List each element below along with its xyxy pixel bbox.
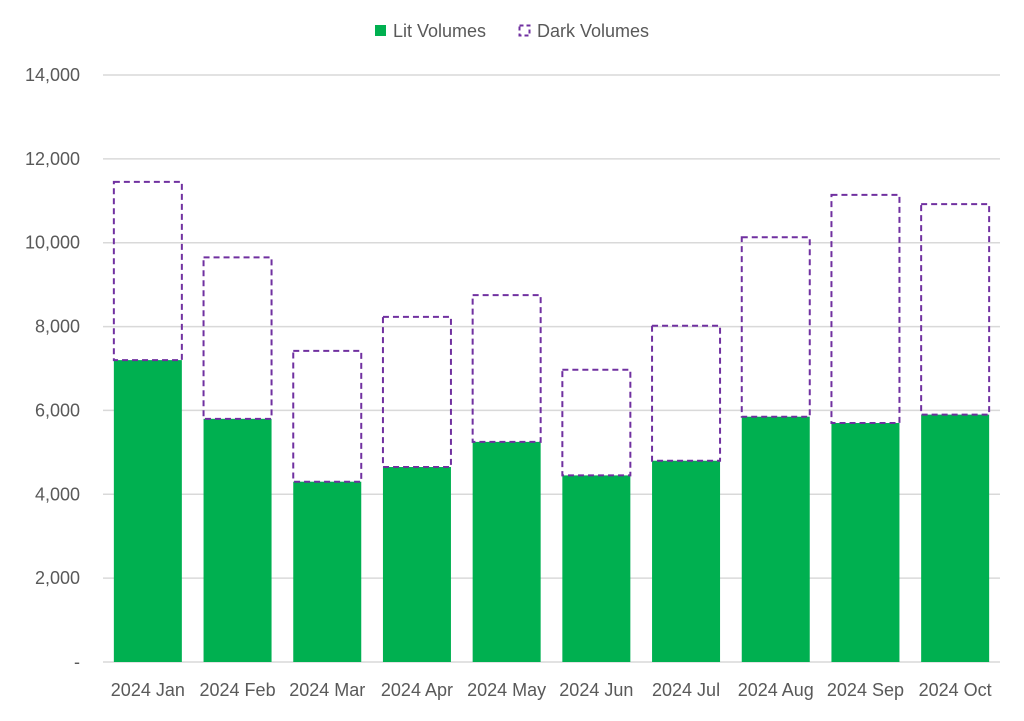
bar-lit — [831, 423, 900, 662]
x-tick-label: 2024 Sep — [827, 680, 904, 700]
bar-dark — [651, 324, 722, 462]
x-tick-label: 2024 Mar — [289, 680, 365, 700]
bar-dark — [112, 180, 183, 362]
x-tick-label: 2024 Apr — [381, 680, 453, 700]
y-tick-label: - — [74, 652, 80, 672]
x-tick-label: 2024 Jul — [652, 680, 720, 700]
legend-swatch-dark — [518, 24, 531, 37]
x-tick-label: 2024 May — [467, 680, 546, 700]
bar-dark — [471, 294, 542, 443]
bar-dark — [202, 256, 273, 420]
y-tick-label: 12,000 — [25, 149, 80, 169]
bar-dark — [740, 236, 811, 418]
y-tick-label: 6,000 — [35, 400, 80, 420]
bar-lit — [203, 418, 272, 662]
bar-lit — [382, 467, 451, 662]
bar-lit — [293, 481, 362, 662]
x-axis: 2024 Jan 2024 Feb 2024 Mar 2024 Apr 2024 May… — [111, 680, 992, 700]
bar-lit — [652, 460, 721, 662]
bar-dark — [561, 368, 632, 477]
x-tick-label: 2024 Oct — [919, 680, 992, 700]
x-tick-label: 2024 Jan — [111, 680, 185, 700]
legend-label-lit: Lit Volumes — [393, 21, 486, 41]
bar-lit — [921, 414, 990, 662]
bar-lit — [562, 475, 631, 662]
y-tick-label: 2,000 — [35, 568, 80, 588]
y-axis: - 2,000 4,000 6,000 8,000 10,000 12,000 14,000 — [25, 65, 80, 672]
y-tick-label: 14,000 — [25, 65, 80, 85]
bar-lit — [741, 416, 810, 662]
bar-lit — [113, 360, 182, 662]
legend-label-dark: Dark Volumes — [537, 21, 649, 41]
bars — [112, 180, 991, 662]
x-tick-label: 2024 Feb — [200, 680, 276, 700]
bar-lit — [472, 441, 541, 662]
legend-swatch-lit — [375, 25, 386, 36]
y-tick-label: 8,000 — [35, 317, 80, 337]
bar-dark — [920, 203, 991, 416]
bar-dark — [292, 349, 363, 483]
legend: Lit Volumes Dark Volumes — [375, 21, 649, 41]
y-tick-label: 4,000 — [35, 484, 80, 504]
bar-dark — [830, 193, 901, 425]
bar-dark — [381, 315, 452, 469]
x-tick-label: 2024 Aug — [738, 680, 814, 700]
x-tick-label: 2024 Jun — [559, 680, 633, 700]
y-tick-label: 10,000 — [25, 233, 80, 253]
